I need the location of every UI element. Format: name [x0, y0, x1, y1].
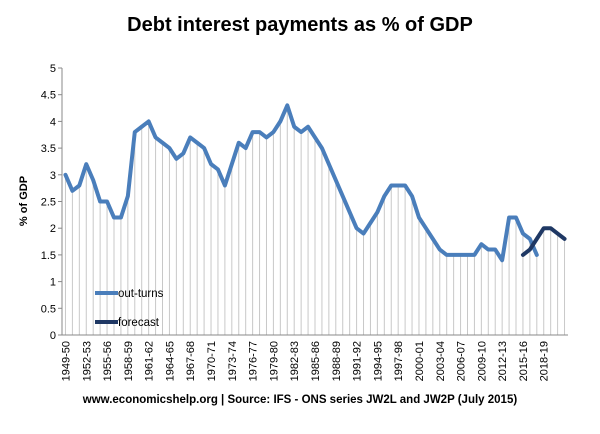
y-axis-label: % of GDP — [18, 176, 30, 226]
legend-label-forecast: forecast — [118, 317, 160, 329]
x-tick-label: 1958-59 — [123, 341, 135, 381]
x-tick-label: 1982-83 — [289, 341, 301, 381]
y-tick-label: 4.5 — [41, 90, 56, 102]
y-tick-label: 0 — [50, 330, 56, 342]
x-tick-label: 2015-16 — [518, 341, 530, 381]
x-tick-label: 2000-01 — [414, 341, 426, 381]
x-tick-labels: 1949-50 1952-53 1955-56 1958-59 1961-62 1964-… — [60, 341, 550, 381]
x-tick-label: 1964-65 — [164, 341, 176, 381]
x-tick-label: 1991-92 — [352, 341, 364, 381]
x-tick-label: 1970-71 — [206, 341, 218, 381]
series-lines — [63, 103, 567, 263]
legend: out-turns forecast — [95, 288, 164, 329]
x-tick-label: 1994-95 — [372, 341, 384, 381]
y-tick-label: 3 — [50, 170, 56, 182]
drop-lines — [64, 105, 566, 335]
y-tick-label: 1 — [50, 277, 56, 289]
y-tick-label: 2 — [50, 223, 56, 235]
x-tick-label: 2006-07 — [456, 341, 468, 381]
x-tick-label: 1949-50 — [60, 341, 72, 381]
x-tick-label: 1952-53 — [81, 341, 93, 381]
series-line-out-turns — [63, 103, 539, 263]
x-tick-label: 2012-13 — [497, 341, 509, 381]
series-line-forecast — [520, 226, 567, 257]
x-tick-label: 2003-04 — [435, 341, 447, 381]
source-note: www.economicshelp.org | Source: IFS - ON… — [82, 394, 518, 406]
x-tick-label: 1973-74 — [227, 341, 239, 381]
x-tick-label: 1988-89 — [331, 341, 343, 381]
chart-title: Debt interest payments as % of GDP — [127, 14, 473, 36]
legend-label-out-turns: out-turns — [118, 288, 164, 300]
x-tick-label: 2018-19 — [539, 341, 551, 381]
y-tick-label: 4 — [50, 116, 56, 128]
x-tick-label: 1955-56 — [102, 341, 114, 381]
y-tick-label: 2.5 — [41, 197, 56, 209]
x-tick-label: 1967-68 — [185, 341, 197, 381]
x-tick-label: 1997-98 — [393, 341, 405, 381]
x-tick-label: 2009-10 — [476, 341, 488, 381]
x-tick-label: 1979-80 — [268, 341, 280, 381]
y-tick-label: 3.5 — [41, 143, 56, 155]
y-tick-label: 5 — [50, 63, 56, 75]
y-tick-labels: 0 0.5 1 1.5 2 2.5 3 3.5 4 4.5 5 — [41, 63, 62, 342]
y-tick-label: 1.5 — [41, 250, 56, 262]
x-tick-label: 1985-86 — [310, 341, 322, 381]
x-tick-label: 1961-62 — [144, 341, 156, 381]
x-tick-label: 1976-77 — [248, 341, 260, 381]
y-tick-label: 0.5 — [41, 303, 56, 315]
